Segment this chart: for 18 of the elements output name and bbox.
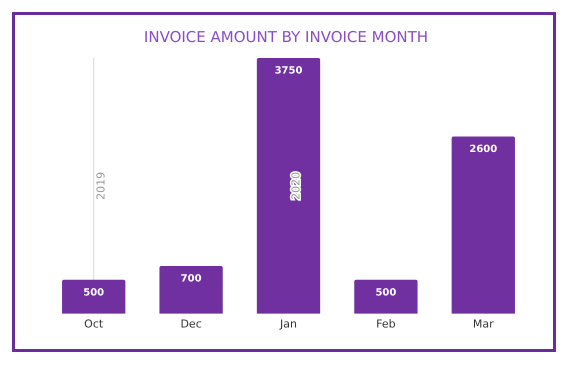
x-tick-label: Mar [472,317,494,330]
x-tick-label: Jan [279,317,297,330]
data-label: 700 [180,274,202,285]
chart-title: INVOICE AMOUNT BY INVOICE MONTH [142,28,430,46]
data-label: 2600 [469,144,498,156]
bar [62,280,126,314]
bar [354,280,418,314]
x-tick-label: Dec [180,317,202,330]
ref-line-label: 2020 [289,172,302,200]
ref-line-label: 2019 [94,172,108,200]
x-tick-label: Feb [376,317,396,330]
bar [256,58,320,314]
data-label: 500 [83,287,104,298]
data-label: 500 [375,287,396,298]
bar [452,136,515,314]
data-label: 3750 [274,66,302,77]
bar [159,266,223,314]
x-tick-label: Oct [84,317,104,330]
